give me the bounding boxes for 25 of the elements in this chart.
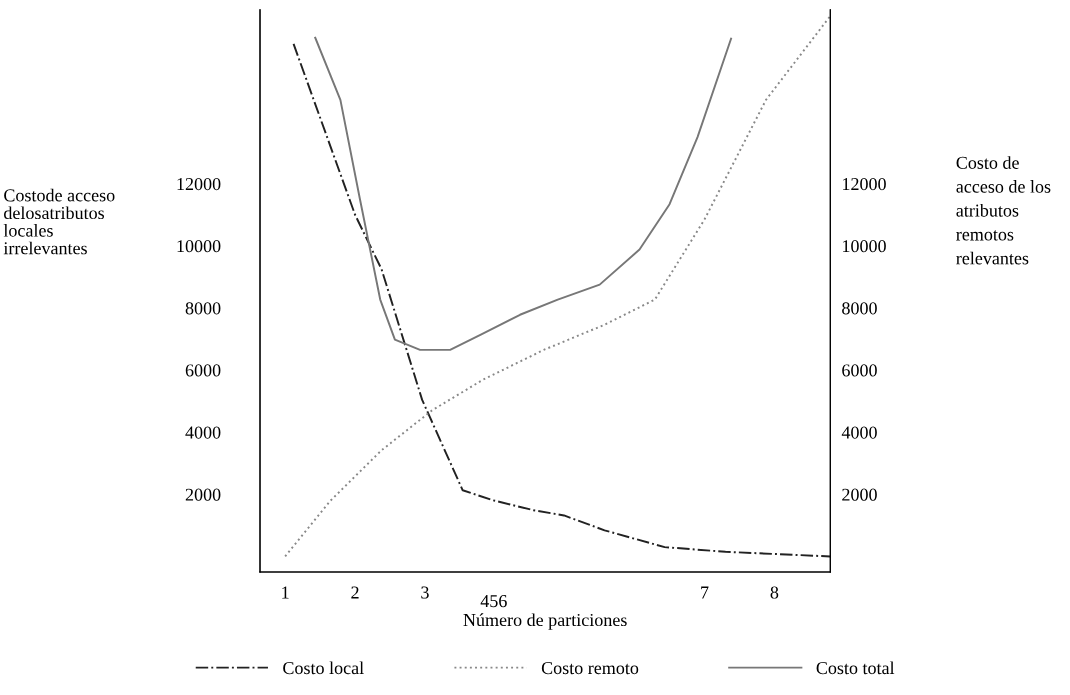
y-tick-label: 12000 — [177, 177, 221, 191]
y-tick-label: 6000 — [185, 364, 221, 377]
x-tick-label: 1 — [282, 586, 289, 599]
y-tick-label: 4000 — [185, 426, 221, 439]
y-axis-title: Costode acceso delosatributos locales irrelevantes — [3, 188, 115, 255]
y2-tick-label: 12000 — [843, 177, 886, 191]
y2-tick-label: 4000 — [841, 426, 877, 439]
line-series — [314, 36, 733, 351]
legend-label: Costo total — [816, 661, 895, 675]
y2-tick-label: 8000 — [842, 302, 877, 315]
y2-tick-label: 10000 — [843, 240, 886, 253]
text: 456 — [480, 595, 507, 608]
y-tick-label: 10000 — [177, 240, 221, 253]
legend-label: Costo remoto — [541, 662, 639, 675]
x-tick-label: 3 — [421, 586, 429, 599]
y2-tick-label: 6000 — [842, 364, 877, 377]
x-axis-title: Número de particiones — [463, 613, 627, 630]
x-tick-label: 8 — [770, 586, 779, 599]
y2-axis-title: Costo de acceso de los atributos remotos relevantes — [956, 156, 1051, 265]
y-tick-label: 8000 — [185, 302, 221, 315]
legend-label: Costo local — [283, 661, 364, 675]
x-tick-label: 2 — [351, 586, 359, 599]
y2-tick-label: 2000 — [842, 488, 877, 501]
x-tick-label: 7 — [701, 586, 709, 599]
y-tick-label: 2000 — [185, 488, 221, 501]
